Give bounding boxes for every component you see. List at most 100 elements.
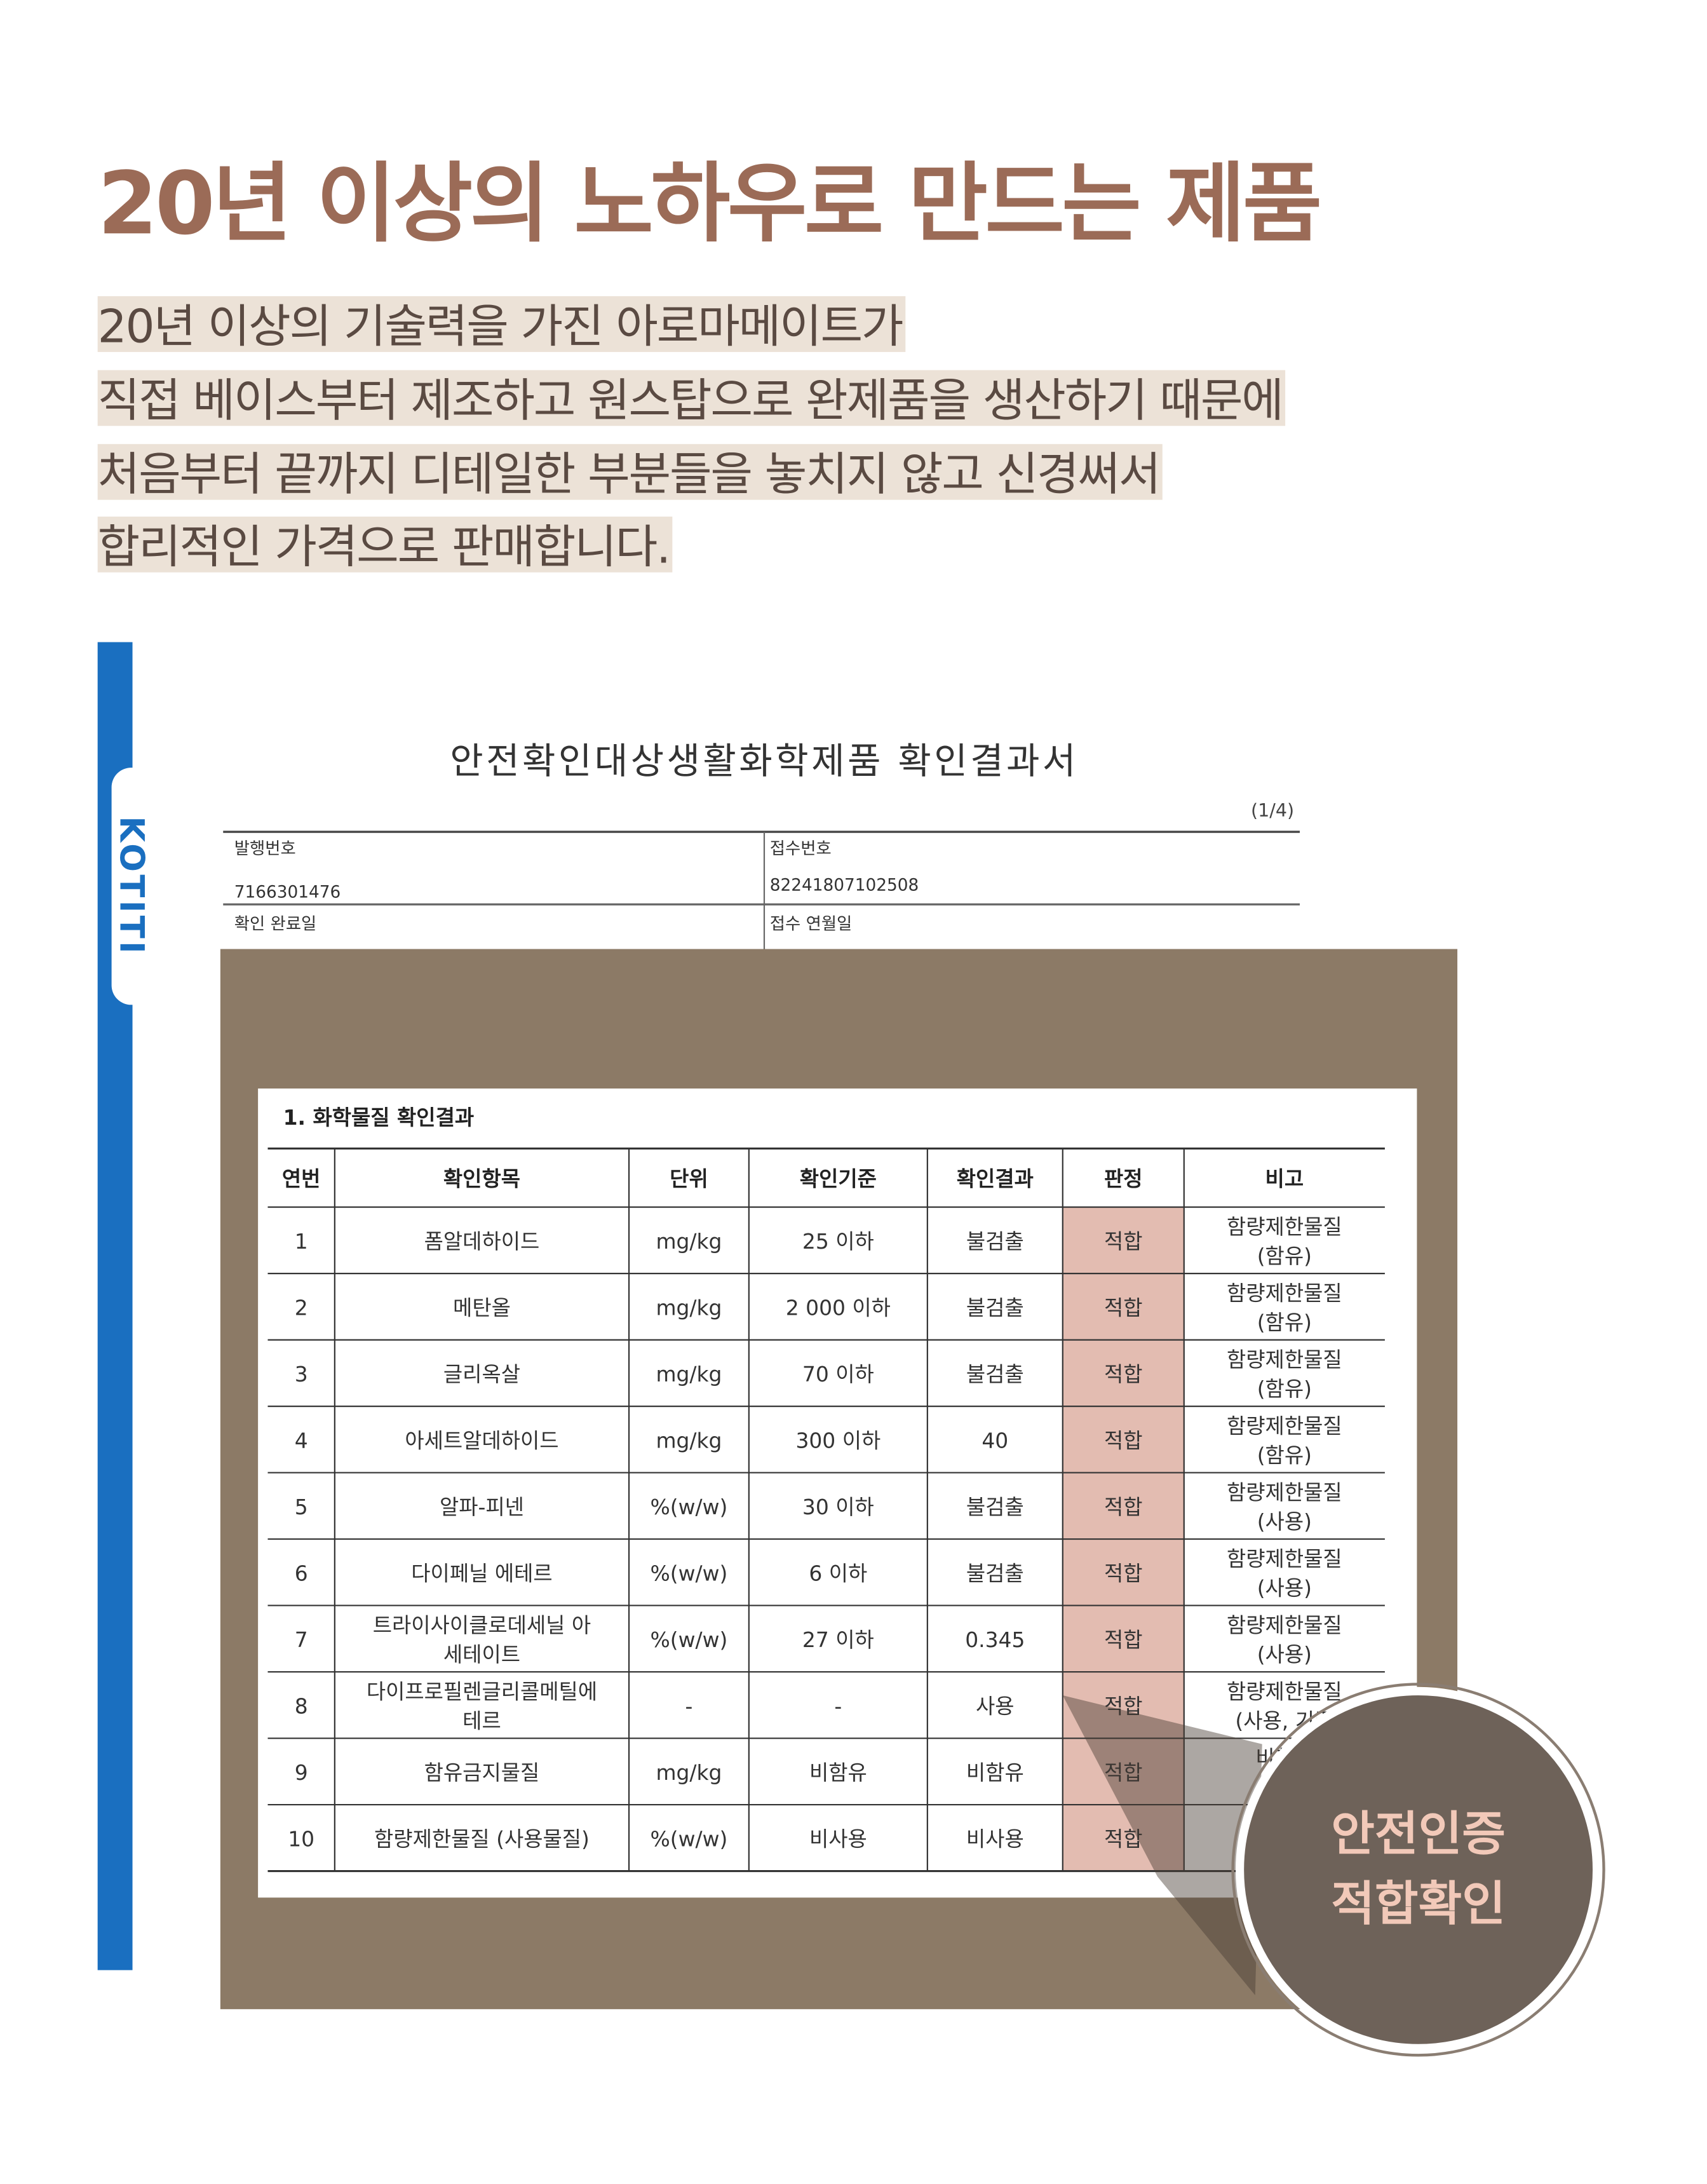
table-cell: 3	[295, 1362, 308, 1387]
logo-tab	[111, 768, 173, 1005]
table-cell: 적합	[1104, 1495, 1143, 1519]
table-cell: 6 이하	[809, 1561, 867, 1586]
table-cell: 글리옥살	[443, 1362, 520, 1387]
column-header: 비고	[1265, 1167, 1304, 1191]
table-cell: 2 000 이하	[786, 1296, 891, 1320]
table-cell: 아세트알데하이드	[405, 1428, 558, 1453]
table-cell: -	[685, 1693, 693, 1718]
info-value: 82241807102508	[770, 876, 919, 895]
table-cell: 함량제한물질	[1227, 1679, 1342, 1704]
column-header: 확인결과	[957, 1167, 1034, 1191]
line-highlight	[97, 444, 1163, 500]
table-cell: 폼알데하이드	[424, 1229, 540, 1254]
info-value: 7166301476	[234, 883, 341, 902]
table-cell: 1	[295, 1229, 308, 1254]
table-cell: 적합	[1104, 1561, 1143, 1586]
table-cell: 알파-피넨	[440, 1495, 524, 1519]
intro-line: 직접 베이스부터 제조하고 원스탑으로 완제품을 생산하기 때문에	[98, 374, 1283, 428]
table-cell: 함유금지물질	[424, 1760, 540, 1785]
table-cell: 불검출	[966, 1495, 1024, 1519]
line-highlight	[97, 516, 673, 573]
table-cell: 다이프로필렌글리콜메틸에	[367, 1679, 597, 1704]
badge	[1236, 1686, 1602, 2052]
table-cell: 함량제한물질	[1227, 1214, 1342, 1239]
table-cell: (함유)	[1257, 1443, 1312, 1468]
table-cell: 불검출	[966, 1561, 1024, 1586]
column-header: 연번	[282, 1167, 321, 1191]
table-cell: 25 이하	[802, 1229, 874, 1254]
table-cell: 메탄올	[453, 1296, 511, 1320]
table-cell: 10	[288, 1826, 314, 1851]
doc-page: (1/4)	[1251, 800, 1294, 821]
table-cell: 함량제한물질	[1227, 1613, 1342, 1638]
table-cell: 300 이하	[795, 1428, 880, 1453]
column-header: 판정	[1104, 1167, 1143, 1191]
info-label: 접수 연월일	[770, 915, 852, 934]
table-cell: 70 이하	[802, 1362, 874, 1387]
table-cell: 9	[295, 1760, 308, 1785]
table-cell: 8	[295, 1693, 308, 1718]
table-cell: 함량제한물질	[1227, 1413, 1342, 1438]
table-cell: 트라이사이클로데세닐 아	[373, 1613, 591, 1638]
table-cell: 적합	[1104, 1826, 1143, 1851]
line-highlight	[97, 370, 1286, 426]
table-cell: mg/kg	[656, 1296, 722, 1320]
table-cell: %(w/w)	[651, 1826, 728, 1851]
table-cell: (함유)	[1257, 1376, 1312, 1401]
info-label: 확인 완료일	[234, 915, 316, 934]
magnifier-cone	[1062, 1695, 1262, 1995]
table-cell: 7	[295, 1627, 308, 1652]
table-cell: (사용)	[1257, 1576, 1312, 1601]
table-cell: (사용)	[1257, 1642, 1312, 1667]
table-cell: 비함유	[966, 1760, 1024, 1785]
table-cell: 적합	[1104, 1428, 1143, 1453]
table-cell: 함량제한물질 (사용물질)	[374, 1826, 590, 1851]
table-cell: 40	[982, 1428, 1008, 1453]
logo: KOTITI	[112, 816, 151, 956]
column-header: 단위	[670, 1167, 708, 1191]
table-cell: 2	[295, 1296, 308, 1320]
table-cell: 테르	[462, 1709, 501, 1733]
table-cell: 0.345	[965, 1627, 1025, 1652]
table-cell: 적합	[1104, 1229, 1143, 1254]
table-cell: 다이페닐 에테르	[411, 1561, 552, 1586]
table-cell: 비사용	[809, 1826, 867, 1851]
intro-line: 20년 이상의 기술력을 가진 아로마메이트가	[98, 301, 903, 354]
line-highlight	[97, 296, 906, 352]
table-cell: -	[834, 1693, 842, 1718]
table-cell: 세테이트	[443, 1642, 520, 1667]
table-cell: %(w/w)	[651, 1627, 728, 1652]
table-cell: mg/kg	[656, 1362, 722, 1387]
badge-text: 안전인증	[1331, 1807, 1506, 1862]
intro-line: 처음부터 끝까지 디테일한 부분들을 놓치지 않고 신경써서	[98, 448, 1160, 501]
table-cell: 30 이하	[802, 1495, 874, 1519]
table-cell: 4	[295, 1428, 308, 1453]
table-cell: (함유)	[1257, 1244, 1312, 1268]
table-cell: 불검출	[966, 1296, 1024, 1320]
table-cell: 불검출	[966, 1229, 1024, 1254]
doc-title: 안전확인대상생활화학제품 확인결과서	[450, 740, 1079, 782]
intro-line: 합리적인 가격으로 판매합니다.	[98, 520, 670, 574]
table-cell: 함량제한물질	[1227, 1546, 1342, 1571]
table-cell: 비함유	[809, 1760, 867, 1785]
result-table: 연번 확인항목 단위 확인기준 확인결과 판정 비고1 폼알데하이드 mg/kg 25 이하 불검출…	[267, 1147, 1385, 1873]
highlights	[97, 296, 1286, 573]
table-cell: 27 이하	[802, 1627, 874, 1652]
badge-ring	[1231, 1683, 1605, 2057]
table-cell: 함량제한물질	[1227, 1280, 1342, 1305]
table-cell: (함유)	[1257, 1310, 1312, 1335]
section-title: 1. 화학물질 확인결과	[283, 1105, 475, 1130]
badge-text: 적합확인	[1331, 1876, 1506, 1931]
table-cell: %(w/w)	[651, 1561, 728, 1586]
table-cell: 함량제한물질	[1227, 1480, 1342, 1505]
table-sheet	[258, 1089, 1417, 1898]
table-cell: 적합	[1104, 1362, 1143, 1387]
table-cell: 적합	[1104, 1760, 1143, 1785]
column-header: 확인항목	[443, 1167, 520, 1191]
info-label: 접수번호	[770, 839, 832, 858]
page-title: 20년 이상의 노하우로 만드는 제품	[98, 154, 1319, 254]
table-cell: (사용)	[1257, 1509, 1312, 1534]
info-label: 발행번호	[234, 839, 296, 858]
column-header: 확인기준	[800, 1167, 877, 1191]
